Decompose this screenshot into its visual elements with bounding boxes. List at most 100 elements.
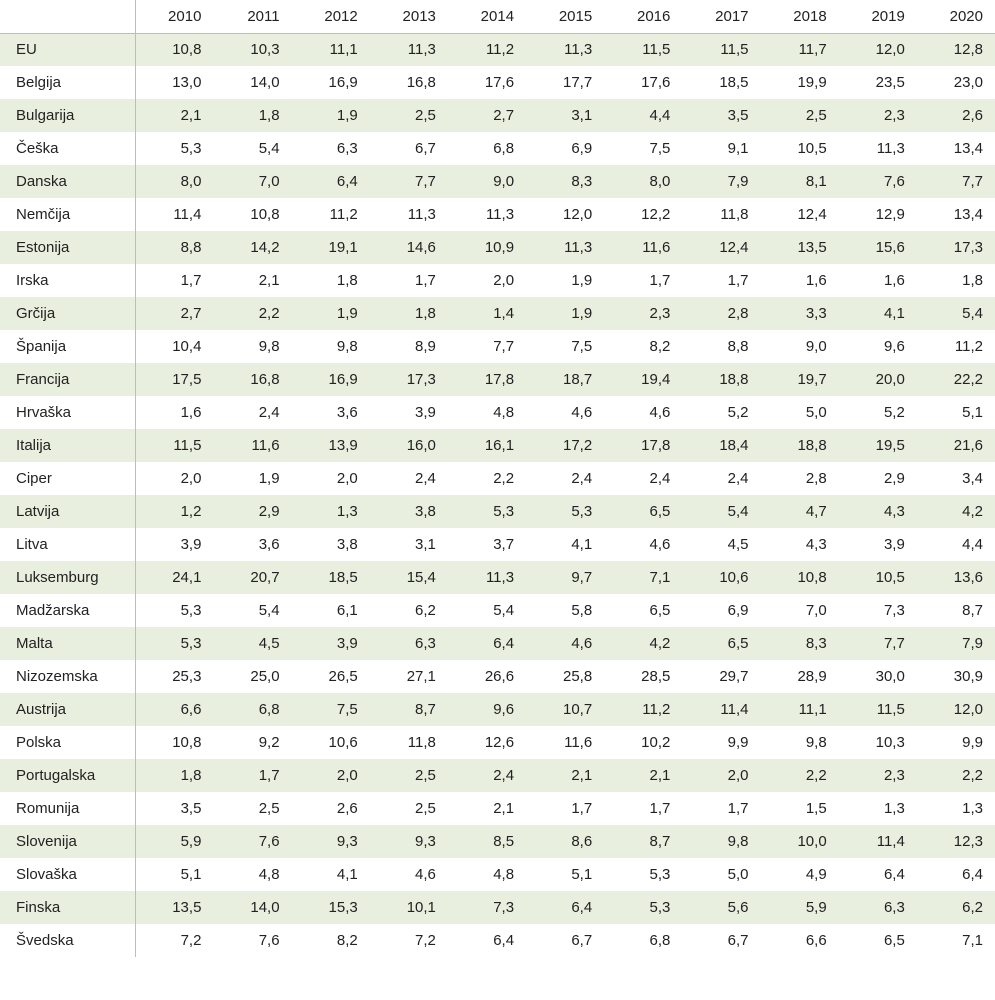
cell-value: 2,4: [213, 396, 291, 429]
table-row: Slovenija5,97,69,39,38,58,68,79,810,011,…: [0, 825, 995, 858]
cell-value: 3,8: [292, 528, 370, 561]
cell-value: 5,3: [135, 594, 213, 627]
table-row: Irska1,72,11,81,72,01,91,71,71,61,61,8: [0, 264, 995, 297]
row-label: Estonija: [0, 231, 135, 264]
cell-value: 7,7: [370, 165, 448, 198]
cell-value: 7,7: [917, 165, 995, 198]
cell-value: 9,8: [761, 726, 839, 759]
cell-value: 1,6: [839, 264, 917, 297]
cell-value: 1,3: [292, 495, 370, 528]
cell-value: 3,6: [292, 396, 370, 429]
cell-value: 8,2: [292, 924, 370, 957]
cell-value: 12,9: [839, 198, 917, 231]
cell-value: 6,8: [448, 132, 526, 165]
cell-value: 2,2: [213, 297, 291, 330]
cell-value: 9,2: [213, 726, 291, 759]
cell-value: 7,5: [604, 132, 682, 165]
cell-value: 12,0: [839, 33, 917, 66]
cell-value: 11,8: [682, 198, 760, 231]
table-row: Luksemburg24,120,718,515,411,39,77,110,6…: [0, 561, 995, 594]
cell-value: 11,2: [917, 330, 995, 363]
cell-value: 10,0: [761, 825, 839, 858]
row-label: Slovaška: [0, 858, 135, 891]
cell-value: 6,1: [292, 594, 370, 627]
cell-value: 25,8: [526, 660, 604, 693]
row-label: Litva: [0, 528, 135, 561]
cell-value: 5,3: [604, 891, 682, 924]
table-row: Ciper2,01,92,02,42,22,42,42,42,82,93,4: [0, 462, 995, 495]
cell-value: 2,5: [370, 99, 448, 132]
cell-value: 23,5: [839, 66, 917, 99]
cell-value: 14,6: [370, 231, 448, 264]
cell-value: 11,8: [370, 726, 448, 759]
cell-value: 8,8: [135, 231, 213, 264]
cell-value: 11,7: [761, 33, 839, 66]
cell-value: 15,4: [370, 561, 448, 594]
row-label: Španija: [0, 330, 135, 363]
row-label: Nizozemska: [0, 660, 135, 693]
cell-value: 2,1: [448, 792, 526, 825]
cell-value: 8,7: [917, 594, 995, 627]
cell-value: 5,1: [917, 396, 995, 429]
cell-value: 2,0: [448, 264, 526, 297]
row-label: Grčija: [0, 297, 135, 330]
cell-value: 6,4: [448, 924, 526, 957]
row-label: Italija: [0, 429, 135, 462]
cell-value: 7,3: [839, 594, 917, 627]
cell-value: 3,9: [135, 528, 213, 561]
cell-value: 14,0: [213, 66, 291, 99]
cell-value: 3,4: [917, 462, 995, 495]
cell-value: 22,2: [917, 363, 995, 396]
cell-value: 10,3: [839, 726, 917, 759]
cell-value: 1,9: [292, 99, 370, 132]
row-label: Češka: [0, 132, 135, 165]
table-row: Malta5,34,53,96,36,44,64,26,58,37,77,9: [0, 627, 995, 660]
cell-value: 2,3: [839, 99, 917, 132]
row-label: Bulgarija: [0, 99, 135, 132]
cell-value: 7,1: [604, 561, 682, 594]
cell-value: 6,8: [213, 693, 291, 726]
cell-value: 30,0: [839, 660, 917, 693]
cell-value: 29,7: [682, 660, 760, 693]
table-row: Češka5,35,46,36,76,86,97,59,110,511,313,…: [0, 132, 995, 165]
cell-value: 5,6: [682, 891, 760, 924]
cell-value: 5,4: [213, 594, 291, 627]
cell-value: 1,9: [526, 264, 604, 297]
cell-value: 2,5: [370, 792, 448, 825]
cell-value: 3,1: [526, 99, 604, 132]
cell-value: 19,4: [604, 363, 682, 396]
cell-value: 8,8: [682, 330, 760, 363]
cell-value: 1,6: [135, 396, 213, 429]
cell-value: 3,6: [213, 528, 291, 561]
cell-value: 17,7: [526, 66, 604, 99]
cell-value: 8,9: [370, 330, 448, 363]
cell-value: 13,6: [917, 561, 995, 594]
cell-value: 2,1: [135, 99, 213, 132]
cell-value: 6,5: [604, 495, 682, 528]
cell-value: 19,7: [761, 363, 839, 396]
cell-value: 7,9: [917, 627, 995, 660]
cell-value: 9,8: [292, 330, 370, 363]
cell-value: 6,3: [292, 132, 370, 165]
cell-value: 11,2: [604, 693, 682, 726]
cell-value: 1,8: [135, 759, 213, 792]
cell-value: 11,2: [292, 198, 370, 231]
cell-value: 6,7: [682, 924, 760, 957]
cell-value: 13,0: [135, 66, 213, 99]
cell-value: 18,7: [526, 363, 604, 396]
header-blank: [0, 0, 135, 33]
table-row: Francija17,516,816,917,317,818,719,418,8…: [0, 363, 995, 396]
cell-value: 1,8: [292, 264, 370, 297]
cell-value: 7,5: [292, 693, 370, 726]
cell-value: 17,8: [604, 429, 682, 462]
cell-value: 4,1: [839, 297, 917, 330]
cell-value: 7,0: [213, 165, 291, 198]
cell-value: 1,7: [135, 264, 213, 297]
cell-value: 8,0: [604, 165, 682, 198]
cell-value: 7,2: [135, 924, 213, 957]
cell-value: 7,5: [526, 330, 604, 363]
cell-value: 20,7: [213, 561, 291, 594]
cell-value: 2,0: [135, 462, 213, 495]
cell-value: 8,7: [370, 693, 448, 726]
cell-value: 4,3: [761, 528, 839, 561]
